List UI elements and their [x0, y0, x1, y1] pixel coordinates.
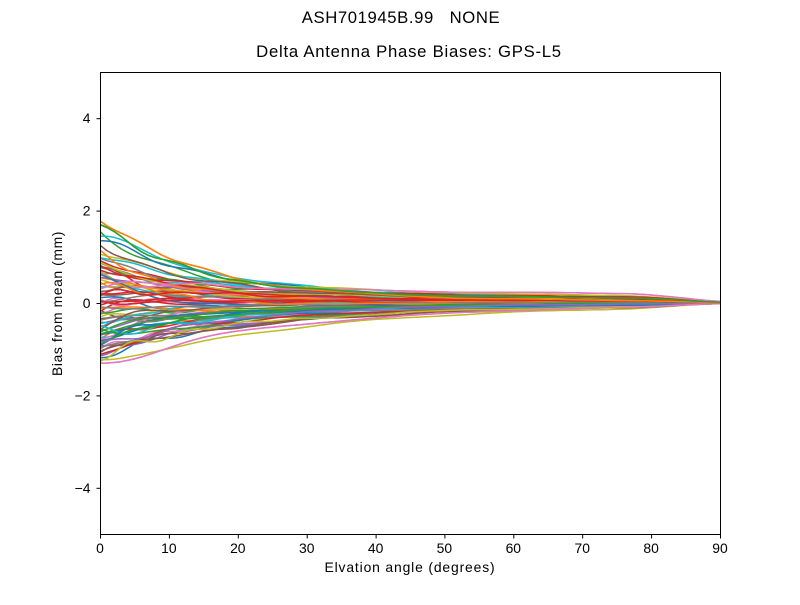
svg-text:0: 0: [83, 295, 91, 311]
svg-text:Elvation angle (degrees): Elvation angle (degrees): [325, 559, 496, 575]
svg-text:−4: −4: [75, 480, 91, 496]
svg-text:0: 0: [96, 540, 104, 556]
svg-text:80: 80: [643, 540, 659, 556]
svg-text:20: 20: [230, 540, 246, 556]
svg-text:−2: −2: [75, 387, 91, 403]
svg-text:ASH701945B.99 NONE: ASH701945B.99 NONE: [302, 8, 500, 27]
svg-text:4: 4: [83, 110, 91, 126]
svg-text:70: 70: [574, 540, 590, 556]
svg-text:50: 50: [437, 540, 453, 556]
svg-text:Bias from mean (mm): Bias from mean (mm): [49, 231, 65, 376]
svg-text:10: 10: [161, 540, 177, 556]
svg-text:Delta Antenna Phase Biases: GP: Delta Antenna Phase Biases: GPS-L5: [256, 42, 562, 61]
svg-text:60: 60: [506, 540, 522, 556]
svg-text:90: 90: [712, 540, 728, 556]
svg-text:40: 40: [368, 540, 384, 556]
svg-text:2: 2: [83, 203, 91, 219]
svg-text:30: 30: [299, 540, 315, 556]
